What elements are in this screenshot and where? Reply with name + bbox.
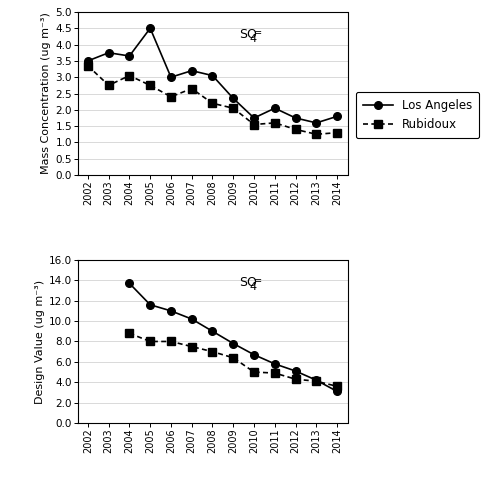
Los Angeles [188,316,194,322]
Rubidoux [334,383,340,389]
Line: Rubidoux: Rubidoux [126,329,341,390]
Rubidoux [292,127,298,132]
Los Angeles [210,328,216,334]
Rubidoux [334,130,340,136]
Los Angeles [85,58,91,64]
Text: SO: SO [240,276,258,289]
Rubidoux [251,369,257,375]
Los Angeles [230,96,236,101]
Los Angeles [272,361,278,367]
Los Angeles [292,115,298,121]
Los Angeles [272,105,278,111]
Rubidoux [126,73,132,78]
Text: 4: 4 [249,282,256,292]
Los Angeles [314,120,320,126]
Rubidoux [126,330,132,336]
Los Angeles [168,308,174,314]
Los Angeles [314,377,320,383]
Los Angeles [210,73,216,78]
Text: =: = [254,28,262,38]
Line: Los Angeles: Los Angeles [126,280,341,395]
Rubidoux [314,379,320,384]
Rubidoux [106,83,112,88]
Rubidoux [272,120,278,126]
Rubidoux [230,105,236,111]
Text: 4: 4 [249,34,256,44]
Los Angeles [334,113,340,119]
Los Angeles [251,115,257,121]
Rubidoux [272,370,278,376]
Text: =: = [254,276,262,286]
Rubidoux [210,100,216,106]
Los Angeles [251,352,257,358]
Los Angeles [188,68,194,74]
Legend: Los Angeles, Rubidoux: Los Angeles, Rubidoux [356,92,480,138]
Rubidoux [210,349,216,355]
Los Angeles [147,302,153,308]
Rubidoux [168,338,174,344]
Los Angeles [168,75,174,80]
Y-axis label: Mass Concentration (ug m⁻³): Mass Concentration (ug m⁻³) [41,12,51,174]
Rubidoux [147,83,153,88]
Rubidoux [147,338,153,344]
Rubidoux [314,131,320,137]
Los Angeles [292,368,298,374]
Los Angeles [230,341,236,347]
Rubidoux [85,63,91,69]
Rubidoux [168,94,174,99]
Los Angeles [106,50,112,55]
Line: Rubidoux: Rubidoux [84,62,341,138]
Rubidoux [230,355,236,360]
Y-axis label: Design Value (ug m⁻³): Design Value (ug m⁻³) [34,280,44,403]
Rubidoux [188,344,194,349]
Rubidoux [188,86,194,91]
Rubidoux [251,121,257,127]
Los Angeles [147,25,153,31]
Line: Los Angeles: Los Angeles [84,24,341,127]
Text: SO: SO [240,28,258,41]
Rubidoux [292,376,298,382]
Los Angeles [334,389,340,394]
Los Angeles [126,281,132,286]
Los Angeles [126,53,132,59]
